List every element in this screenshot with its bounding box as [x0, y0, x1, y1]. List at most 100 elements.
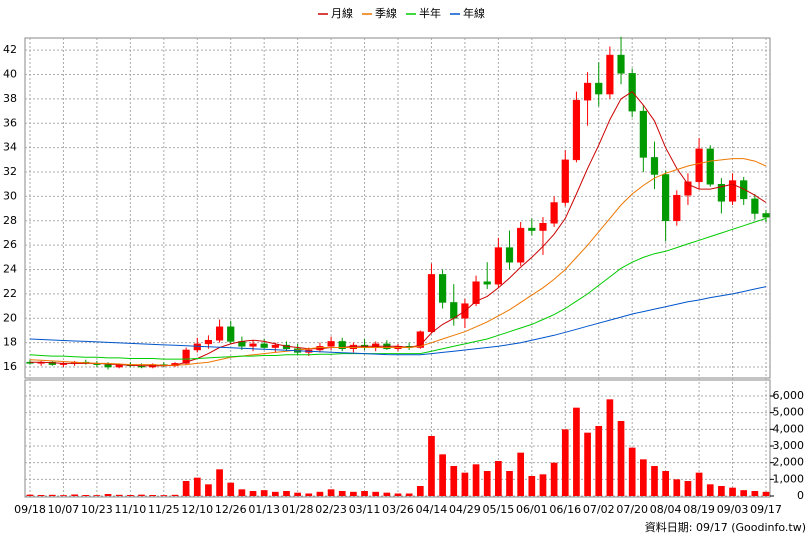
x-tick-label: 05/15 [483, 503, 515, 516]
candle-body [327, 341, 335, 347]
x-tick-label: 12/10 [181, 503, 213, 516]
volume-bar [138, 494, 145, 496]
volume-bar [606, 399, 614, 496]
candle-body [639, 110, 647, 158]
volume-bar [271, 491, 279, 496]
volume-bar [283, 491, 290, 496]
candle-body [483, 281, 491, 285]
y-tick-label: 32 [3, 165, 17, 178]
candle-body [662, 174, 670, 222]
volume-bar [160, 495, 168, 496]
candle-body [539, 222, 547, 231]
candle-body [215, 326, 224, 341]
volume-bar [695, 472, 703, 496]
candle-body [249, 343, 257, 347]
volume-bar [662, 471, 669, 496]
candle-body [550, 202, 558, 224]
volume-bar [48, 494, 56, 496]
volume-bar [639, 459, 647, 496]
candle-body [595, 82, 603, 95]
candle-body [372, 343, 380, 348]
volume-bar [82, 495, 90, 496]
candle-body [717, 183, 725, 202]
volume-bar [216, 469, 223, 496]
volume-bar [762, 491, 770, 496]
candle-body [695, 148, 703, 183]
y-tick-label: 16 [3, 360, 17, 373]
legend-label: 半年 [419, 6, 441, 20]
candle-body [617, 54, 625, 74]
x-tick-label: 08/04 [650, 503, 682, 516]
volume-bar [227, 482, 235, 496]
volume-bar [483, 471, 491, 496]
candle-body [762, 213, 770, 218]
candle-body [561, 159, 569, 203]
volume-bar [651, 466, 658, 496]
volume-bar [394, 493, 402, 496]
y2-tick-label: 5,000 [773, 406, 805, 419]
y-tick-label: 38 [3, 92, 17, 105]
x-tick-label: 07/02 [583, 503, 615, 516]
y-tick-label: 26 [3, 238, 17, 251]
volume-bar [450, 466, 458, 496]
candle-body [650, 157, 659, 175]
volume-bar [171, 494, 179, 496]
volume-bar [193, 477, 201, 496]
y2-tick-label: 6,000 [773, 389, 805, 402]
candle-body [450, 302, 458, 319]
volume-bar [684, 481, 692, 496]
volume-bar [182, 481, 190, 496]
x-tick-label: 09/03 [717, 503, 749, 516]
volume-bar [149, 495, 157, 496]
x-tick-label: 10/23 [81, 503, 113, 516]
volume-bar [294, 492, 301, 496]
candle-body [505, 247, 514, 263]
volume-bar [71, 494, 78, 496]
candle-body [260, 343, 268, 348]
candle-body [606, 54, 614, 95]
ma-line [29, 217, 767, 360]
y-tick-label: 22 [3, 287, 17, 300]
volume-bar [472, 464, 480, 496]
candle-body [472, 281, 480, 304]
volume-bar [550, 462, 558, 496]
candle-body [104, 364, 112, 368]
y-tick-label: 30 [3, 189, 17, 202]
volume-bar [316, 491, 324, 496]
volume-bar [517, 452, 525, 496]
x-tick-label: 10/07 [48, 503, 80, 516]
volume-bar [539, 474, 547, 496]
volume-bar [127, 495, 134, 496]
volume-bar [350, 491, 357, 496]
volume-bar [405, 493, 413, 496]
volume-bar [60, 495, 67, 496]
ma-line [30, 90, 767, 367]
volume-bar [628, 447, 636, 496]
volume-bar [260, 490, 268, 496]
volume-bar [729, 487, 736, 496]
volume-bar [617, 421, 625, 496]
candle-body [439, 274, 447, 303]
y2-tick-label: 4,000 [773, 422, 805, 435]
candle-body [706, 148, 714, 185]
x-tick-label: 01/28 [282, 503, 314, 516]
y-tick-label: 34 [3, 141, 17, 154]
x-tick-label: 02/23 [315, 503, 347, 516]
candle-body [673, 194, 681, 222]
volume-bar [383, 492, 391, 496]
candle-body [583, 82, 592, 101]
candle-body [494, 247, 502, 285]
y2-tick-label: 0 [797, 489, 804, 502]
candle-body [751, 198, 759, 214]
candle-body [193, 343, 201, 351]
volume-bar [327, 489, 335, 496]
x-tick-label: 09/18 [14, 503, 46, 516]
y-tick-label: 20 [3, 311, 17, 324]
volume-bar [238, 489, 246, 496]
x-tick-label: 04/14 [416, 503, 448, 516]
candle-body [517, 227, 525, 263]
candle-body [427, 274, 436, 332]
legend-label: 年線 [463, 6, 485, 20]
volume-bar [573, 407, 580, 496]
